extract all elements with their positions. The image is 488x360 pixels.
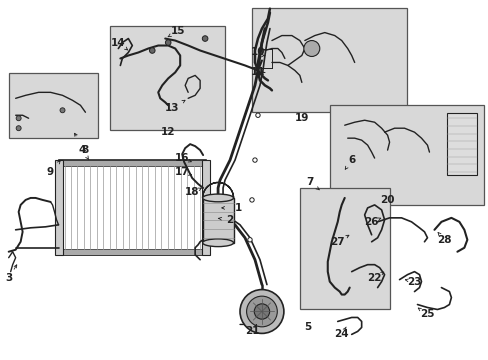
Bar [55,160,62,255]
Text: 4: 4 [79,145,86,155]
Bar [299,188,389,310]
Text: 15: 15 [171,26,185,36]
Text: 7: 7 [305,177,313,187]
Bar [251,8,406,112]
Text: 3: 3 [5,273,12,283]
Text: 26: 26 [364,217,378,227]
Ellipse shape [202,239,233,247]
Circle shape [255,113,260,117]
Circle shape [247,238,252,242]
Bar [110,26,224,130]
Text: 16: 16 [175,153,189,163]
Text: 27: 27 [330,237,345,247]
Circle shape [240,289,284,333]
Text: 13: 13 [164,103,179,113]
Ellipse shape [202,194,233,202]
Text: 9: 9 [47,167,54,177]
Text: 8: 8 [81,145,89,155]
Bar [447,113,476,175]
Circle shape [165,40,171,45]
Text: 10: 10 [250,48,264,58]
Text: 25: 25 [419,310,434,319]
Circle shape [202,36,207,41]
Bar [59,249,205,255]
Circle shape [60,108,65,113]
Text: 24: 24 [334,329,348,339]
Text: 12: 12 [161,127,175,137]
Text: 28: 28 [436,235,451,245]
Circle shape [303,41,319,57]
Bar [59,160,205,166]
Bar [202,198,233,243]
Bar [59,160,205,255]
Text: 14: 14 [111,37,125,48]
Circle shape [16,116,21,121]
Bar [9,73,98,138]
Text: 22: 22 [366,273,381,283]
Text: 20: 20 [380,195,394,205]
Text: 21: 21 [244,327,259,336]
Circle shape [16,126,21,131]
Circle shape [149,48,155,53]
Bar [329,105,483,205]
Text: 18: 18 [184,187,199,197]
Text: 1: 1 [234,203,241,213]
Circle shape [254,304,269,319]
Circle shape [249,198,254,202]
Text: 19: 19 [294,113,308,123]
Text: 11: 11 [250,67,264,77]
Bar [202,160,210,255]
Circle shape [252,158,257,162]
Text: 5: 5 [304,323,311,332]
Text: 2: 2 [226,215,233,225]
Wedge shape [202,183,233,198]
Text: 6: 6 [347,155,355,165]
Text: 23: 23 [407,276,421,287]
Circle shape [246,296,277,327]
Text: 17: 17 [175,167,189,177]
